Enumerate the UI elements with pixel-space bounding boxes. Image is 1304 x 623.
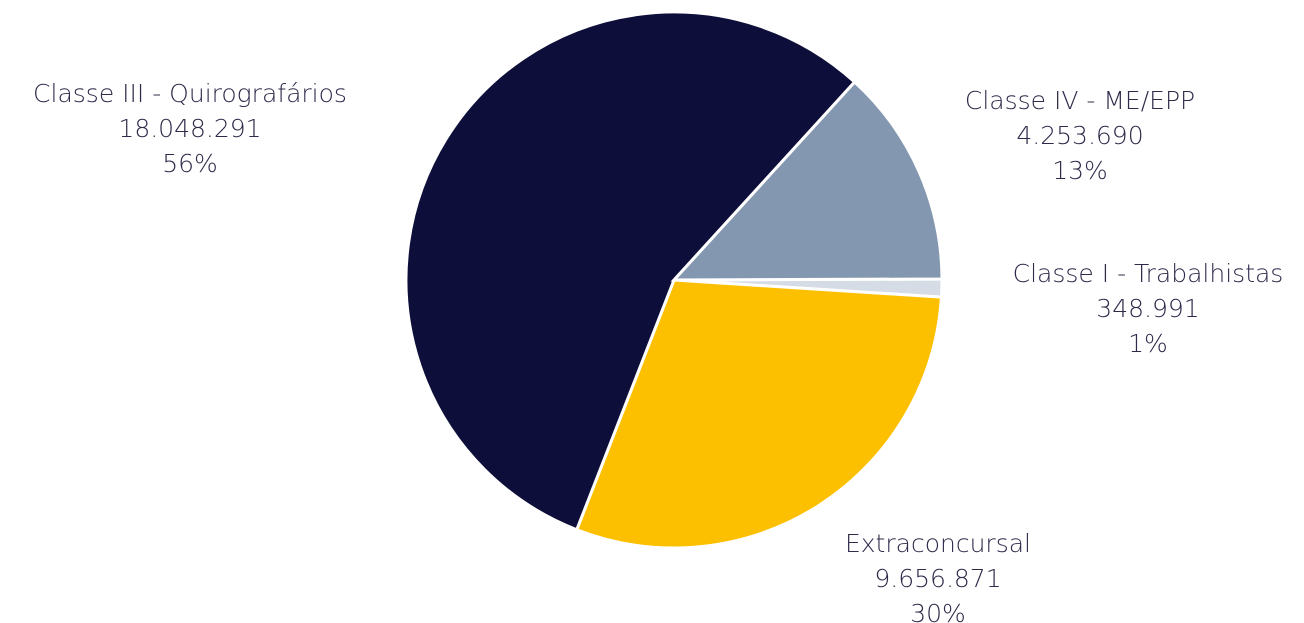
pie-slices — [404, 10, 944, 550]
slice-label-percent: 56% — [162, 149, 218, 178]
slice-label-value: 18.048.291 — [118, 114, 261, 143]
slice-label-name: Classe IV - ME/EPP — [965, 86, 1195, 115]
slice-label-percent: 13% — [1052, 156, 1108, 185]
slice-label-value: 348.991 — [1096, 294, 1199, 323]
label-extraconcursal: Extraconcursal 9.656.871 30% — [845, 529, 1031, 623]
slice-label-name: Classe I - Trabalhistas — [1013, 259, 1284, 288]
label-classe-iv: Classe IV - ME/EPP 4.253.690 13% — [965, 86, 1195, 185]
slice-label-name: Extraconcursal — [845, 529, 1031, 558]
slice-label-value: 9.656.871 — [874, 564, 1001, 593]
slice-label-value: 4.253.690 — [1016, 121, 1143, 150]
slice-label-percent: 1% — [1128, 329, 1168, 358]
label-classe-iii: Classe III - Quirografários 18.048.291 5… — [33, 79, 347, 178]
slice-label-name: Classe III - Quirografários — [33, 79, 347, 108]
slice-extraconcursal — [574, 278, 944, 550]
slice-classe-iv — [670, 79, 944, 282]
slice-classe-iii — [404, 10, 857, 532]
label-classe-i: Classe I - Trabalhistas 348.991 1% — [1013, 259, 1284, 358]
slice-label-percent: 30% — [910, 599, 966, 623]
